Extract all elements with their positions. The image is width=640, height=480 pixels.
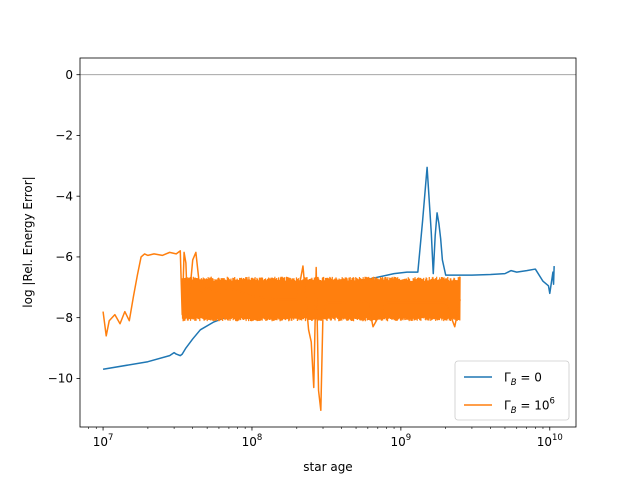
y-tick-label: −4: [55, 189, 73, 203]
y-axis: 0 −2 −4 −6 −8 −10: [48, 68, 80, 386]
x-tick-label: 108: [242, 433, 263, 449]
legend-entry-label: ΓB = 106: [504, 397, 555, 417]
plot-area: [80, 74, 576, 412]
y-tick-label: −6: [55, 250, 73, 264]
axes-frame: [79, 57, 577, 428]
x-tick-label: 107: [93, 433, 114, 449]
x-tick-label: 1010: [537, 433, 563, 449]
series-gamma-b-0: [102, 166, 555, 371]
x-axis-label: star age: [303, 460, 352, 474]
legend: ΓB = 0 ΓB = 106: [454, 360, 570, 421]
y-tick-label: 0: [65, 68, 73, 82]
y-axis-label: log |Rel. Energy Error|: [21, 176, 35, 307]
legend-entry-label: ΓB = 0: [504, 371, 542, 389]
y-tick-label: −10: [48, 372, 73, 386]
series-noise-band: [181, 276, 461, 322]
y-tick-label: −2: [55, 129, 73, 143]
series-gamma-b-1e6: [102, 250, 461, 412]
y-tick-label: −8: [55, 311, 73, 325]
x-tick-label: 109: [391, 433, 412, 449]
x-axis: 107 108 109 1010: [88, 427, 563, 449]
series-line: [102, 166, 555, 371]
series-line: [102, 250, 461, 412]
